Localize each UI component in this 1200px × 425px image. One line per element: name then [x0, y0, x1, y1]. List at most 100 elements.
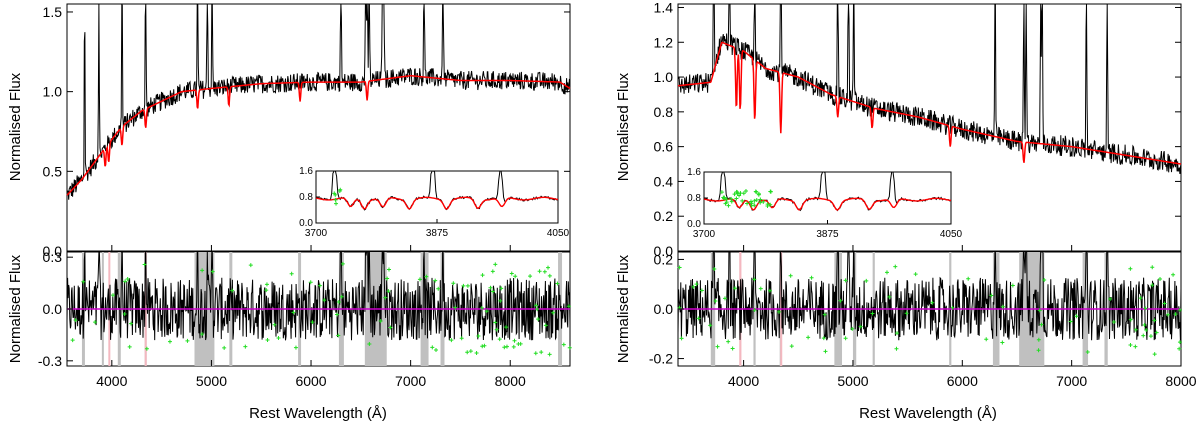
- masked-pixel-marker: [276, 335, 281, 340]
- masked-pixel-marker: [334, 312, 339, 317]
- masked-pixel-marker: [493, 262, 498, 267]
- y-tick-label: 1.4: [654, 0, 674, 15]
- right-main-frame: [677, 3, 1182, 252]
- y-tick-label: -0.2: [649, 351, 673, 367]
- masked-pixel-marker: [167, 339, 172, 344]
- inset-masked-marker: [734, 196, 739, 201]
- masked-pixel-marker: [708, 323, 713, 328]
- masked-pixel-marker: [843, 278, 848, 283]
- masked-pixel-marker: [385, 276, 390, 281]
- masked-pixel-marker: [322, 298, 327, 303]
- inset-model-line: [703, 197, 952, 211]
- masked-pixel-marker: [367, 342, 372, 347]
- left-residual-ylabel: Normalised Flux: [7, 254, 24, 363]
- masked-pixel-marker: [1152, 352, 1157, 357]
- left-residual-plot: -0.3 0.0 0.3 4000 5000 6000 7000 8000: [38, 249, 572, 389]
- inset-masked-marker: [738, 191, 743, 196]
- masked-pixel-marker: [555, 281, 560, 286]
- masked-pixel-marker: [567, 345, 572, 350]
- masked-pixel-marker: [123, 279, 128, 284]
- masked-pixel-marker: [850, 326, 855, 331]
- masked-pixel-marker: [913, 272, 918, 277]
- observed-spectrum-line: [66, 3, 571, 200]
- left-main-ylabel: Normalised Flux: [7, 72, 24, 181]
- y-tick-label: 0.2: [654, 208, 674, 224]
- masked-pixel-marker: [1154, 330, 1159, 335]
- masked-pixel-marker: [822, 312, 827, 317]
- masked-pixel-marker: [497, 337, 502, 342]
- masked-pixel-marker: [516, 341, 521, 346]
- masked-pixel-marker: [144, 346, 149, 351]
- masked-pixel-marker: [904, 311, 909, 316]
- masked-pixel-marker: [895, 331, 900, 336]
- masked-pixel-marker: [461, 283, 466, 288]
- masked-pixel-marker: [340, 261, 345, 266]
- inset-x-tick-label: 3700: [305, 228, 328, 239]
- masked-pixel-marker: [210, 269, 215, 274]
- masked-pixel-marker: [843, 336, 848, 341]
- masked-pixel-marker: [732, 286, 737, 291]
- y-tick-label: 0.2: [654, 251, 674, 267]
- masked-pixel-marker: [1150, 283, 1155, 288]
- masked-pixel-marker: [386, 267, 391, 272]
- inset-masked-marker: [737, 193, 742, 198]
- masked-pixel-marker: [726, 339, 731, 344]
- masked-pixel-marker: [566, 304, 571, 309]
- inset-masked-marker: [724, 197, 729, 202]
- y-tick-label: 0.0: [654, 301, 674, 317]
- masked-pixel-marker: [1036, 348, 1041, 353]
- masked-pixel-marker: [498, 298, 503, 303]
- masked-pixel-marker: [722, 296, 727, 301]
- masked-pixel-marker: [547, 352, 552, 357]
- inset-masked-marker: [761, 199, 766, 204]
- masked-pixel-marker: [200, 332, 205, 337]
- right-main-plot: 0.0 0.2 0.4 0.6 0.8 1.0 1.2 1.4: [654, 0, 1182, 259]
- right-inset-plot: 0.0 0.8 1.6 3700 3875 4050: [687, 167, 962, 240]
- masked-pixel-marker: [730, 346, 735, 351]
- inset-masked-marker: [754, 198, 759, 203]
- masked-pixel-marker: [248, 263, 253, 268]
- masked-pixel-marker: [679, 336, 684, 341]
- masked-pixel-marker: [265, 338, 270, 343]
- model-spectrum-line: [677, 41, 1182, 165]
- masked-pixel-marker: [1000, 304, 1005, 309]
- masked-pixel-marker: [243, 344, 248, 349]
- masked-pixel-marker: [1111, 320, 1116, 325]
- masked-pixel-marker: [534, 303, 539, 308]
- masked-pixel-marker: [1162, 301, 1167, 306]
- masked-pixel-marker: [821, 336, 826, 341]
- inset-masked-marker: [748, 199, 753, 204]
- masked-pixel-marker: [453, 305, 458, 310]
- inset-masked-marker: [752, 203, 757, 208]
- model-spectrum-line: [66, 74, 571, 196]
- inset-masked-marker: [332, 191, 337, 196]
- masked-pixel-marker: [488, 285, 493, 290]
- masked-pixel-marker: [293, 345, 298, 350]
- right-xlabel: Rest Wavelength (Å): [859, 405, 997, 422]
- masked-pixel-marker: [1128, 266, 1133, 271]
- inset-model-line: [315, 196, 559, 210]
- masked-pixel-marker: [542, 269, 547, 274]
- masked-pixel-marker: [200, 268, 205, 273]
- masked-pixel-marker: [1068, 319, 1073, 324]
- masked-pixel-marker: [691, 284, 696, 289]
- masked-pixel-marker: [504, 325, 509, 330]
- left-inset-plot: 0.0 0.8 1.6 3700 3875 4050: [299, 166, 569, 239]
- masked-pixel-marker: [436, 286, 441, 291]
- masked-pixel-marker: [696, 316, 701, 321]
- masked-pixel-marker: [73, 318, 78, 323]
- right-main-ylabel: Normalised Flux: [615, 72, 632, 181]
- masked-pixel-marker: [1165, 312, 1170, 317]
- masked-pixel-marker: [339, 294, 344, 299]
- inset-x-tick-label: 3875: [426, 228, 449, 239]
- masked-pixel-marker: [81, 279, 86, 284]
- y-tick-label: 1.0: [43, 84, 63, 100]
- masked-pixel-marker: [547, 273, 552, 278]
- x-tick-label: 6000: [947, 373, 978, 389]
- masked-pixel-marker: [713, 299, 718, 304]
- masked-pixel-marker: [93, 320, 98, 325]
- masked-pixel-marker: [264, 288, 269, 293]
- masked-pixel-marker: [823, 349, 828, 354]
- inset-masked-marker: [334, 201, 339, 206]
- masked-pixel-marker: [1036, 337, 1041, 342]
